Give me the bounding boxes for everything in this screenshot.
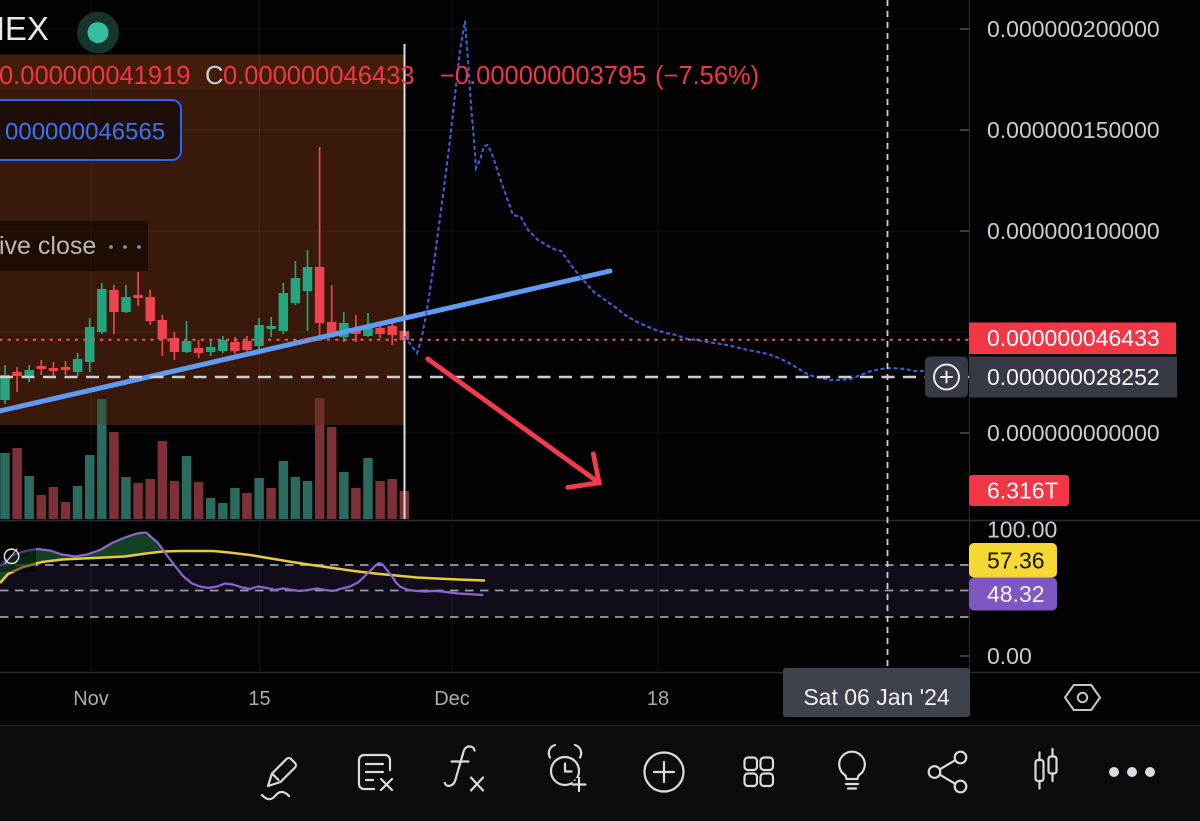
svg-text:0.000000000000: 0.000000000000 [987, 420, 1160, 446]
svg-text:Sat 06 Jan '24: Sat 06 Jan '24 [803, 684, 950, 710]
svg-text:0.000000028252: 0.000000028252 [987, 364, 1160, 390]
svg-text:0.000000046433: 0.000000046433 [987, 325, 1160, 351]
svg-text:∅: ∅ [2, 544, 21, 569]
svg-text:57.36: 57.36 [987, 548, 1045, 574]
svg-text:48.32: 48.32 [987, 581, 1045, 607]
svg-text:0.00: 0.00 [987, 643, 1032, 669]
svg-text:15: 15 [248, 688, 270, 710]
svg-text:18: 18 [647, 688, 669, 710]
svg-text:ive close: ive close [0, 232, 96, 260]
svg-text:000000046565: 000000046565 [5, 119, 165, 146]
svg-text:100.00: 100.00 [987, 517, 1057, 543]
svg-text:Dec: Dec [434, 688, 470, 710]
svg-text:Nov: Nov [73, 688, 109, 710]
svg-text:0.000000150000: 0.000000150000 [987, 117, 1160, 143]
svg-text:6.316T: 6.316T [987, 478, 1059, 504]
svg-text:0.000000100000: 0.000000100000 [987, 218, 1160, 244]
svg-text:NEX: NEX [0, 10, 49, 47]
svg-text:0.000000200000: 0.000000200000 [987, 16, 1160, 42]
